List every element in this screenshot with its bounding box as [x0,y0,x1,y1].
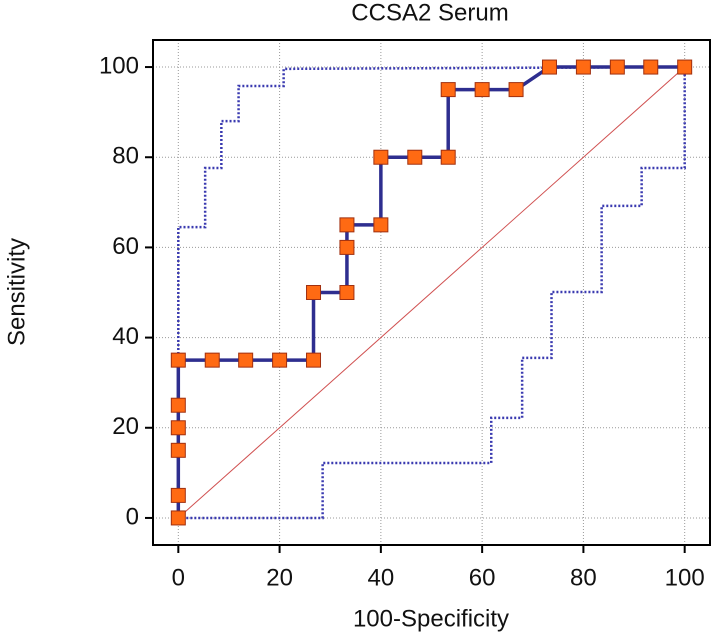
x-tick-label: 60 [469,564,496,591]
marker [272,352,288,368]
marker [609,59,625,75]
confidence-band [178,67,686,520]
marker [575,59,591,75]
marker [508,82,524,98]
marker [170,420,186,436]
x-tick-label: 20 [266,564,293,591]
marker [170,397,186,413]
marker [541,59,557,75]
y-tick-label: 0 [126,503,139,530]
y-axis-label: Sensitivity [3,238,30,346]
marker [407,149,423,165]
y-tick-label: 20 [112,413,139,440]
marker [306,285,322,300]
marker [170,352,186,368]
marker [170,510,186,526]
marker [339,239,355,255]
marker [677,59,693,75]
chart-title: CCSA2 Serum [351,0,508,26]
reference-line [177,66,686,519]
marker [373,217,389,233]
x-tick-label: 0 [172,564,185,591]
marker [373,149,389,165]
plot-frame [152,39,711,546]
y-tick-label: 60 [112,233,139,260]
marker [474,82,490,98]
marker [339,217,355,233]
y-tick-label: 80 [112,143,139,170]
y-tick-label: 100 [99,52,139,79]
x-tick-label: 100 [665,564,705,591]
marker [339,285,355,300]
marker [306,352,322,368]
marker [440,149,456,165]
marker [238,352,254,368]
marker [170,442,186,458]
marker [440,82,456,98]
marker [170,487,186,503]
marker [643,59,659,75]
confidence-band [177,65,685,518]
x-axis-label: 100-Specificity [353,605,509,632]
x-tick-label: 40 [368,564,395,591]
marker [204,352,220,368]
y-tick-label: 40 [112,323,139,350]
x-tick-label: 80 [570,564,597,591]
